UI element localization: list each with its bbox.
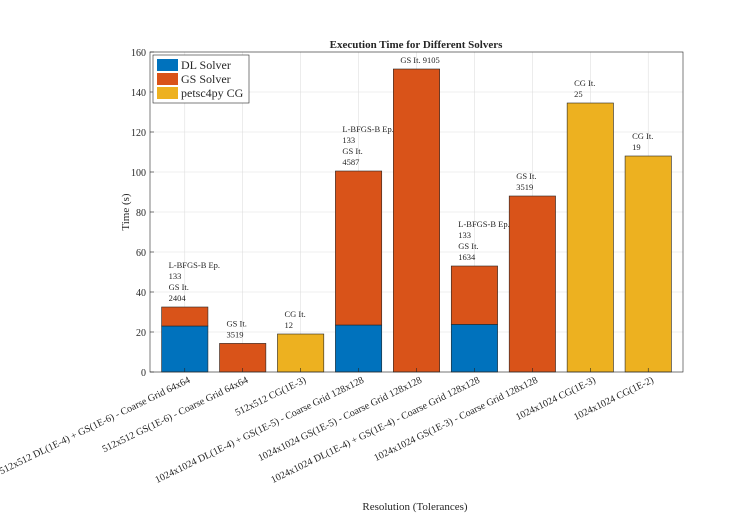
bar-annotation-line: 133: [458, 230, 471, 240]
y-tick-label: 160: [131, 48, 146, 59]
bar-series: [161, 68, 672, 373]
y-tick-label: 40: [136, 288, 146, 299]
y-tick-label: 100: [131, 168, 146, 179]
bar-annotation-line: 3519: [227, 329, 244, 339]
legend-label-dl-solver: DL Solver: [181, 58, 231, 72]
bar-annotation-line: 19: [632, 142, 641, 152]
legend-label-petsc4py-cg: petsc4py CG: [181, 86, 244, 100]
bar-annotation-line: 4587: [342, 157, 359, 167]
bar-annotation-line: GS It.: [342, 146, 362, 156]
bar-annotation-line: GS It.: [227, 318, 247, 328]
bar-annotation-line: 2404: [169, 293, 187, 303]
bar-annotation-line: GS It. 9105: [400, 55, 439, 65]
chart-title: Execution Time for Different Solvers: [330, 39, 503, 51]
bar-annotation-line: L-BFGS-B Ep.: [458, 219, 509, 229]
bar-petsc4py-cg: [566, 102, 614, 373]
legend[interactable]: DL Solver GS Solver petsc4py CG: [152, 54, 250, 104]
bar-gs-solver: [335, 170, 383, 326]
y-tick-label: 140: [131, 88, 146, 99]
y-tick-label: 120: [131, 128, 146, 139]
y-tick-label: 80: [136, 208, 146, 219]
legend-swatch-petsc4py-cg: [157, 87, 178, 99]
bar-annotation-line: L-BFGS-B Ep.: [169, 260, 220, 270]
bar-annotation-line: 12: [284, 320, 293, 330]
bar-annotation-line: L-BFGS-B Ep.: [342, 124, 393, 134]
bar-annotation-line: CG It.: [574, 78, 595, 88]
bar-annotation-line: CG It.: [284, 309, 305, 319]
y-tick-label: 60: [136, 248, 146, 259]
legend-swatch-dl-solver: [157, 59, 178, 71]
legend-swatch-gs-solver: [157, 73, 178, 85]
y-axis-label: Time (s): [120, 193, 132, 231]
bar-gs-solver: [508, 195, 556, 373]
legend-label-gs-solver: GS Solver: [181, 72, 231, 86]
y-tick-label: 20: [136, 328, 146, 339]
bar-dl-solver: [450, 324, 498, 373]
y-tick-label: 0: [141, 368, 146, 379]
bar-annotation-line: 25: [574, 89, 583, 99]
bar-petsc4py-cg: [277, 333, 325, 373]
bar-petsc4py-cg: [624, 155, 672, 373]
bar-gs-solver: [219, 343, 267, 373]
bar-annotation-line: 3519: [516, 182, 533, 192]
bar-dl-solver: [161, 325, 209, 373]
bar-annotation-line: GS It.: [169, 282, 189, 292]
bar-annotation-line: 133: [169, 271, 182, 281]
y-axis: 0 20 40 60 80 100 120 140 160: [131, 48, 154, 379]
bar-gs-solver: [393, 68, 440, 373]
bar-annotation-line: 133: [342, 135, 355, 145]
bar-gs-solver: [450, 265, 498, 325]
bar-annotation-line: GS It.: [458, 241, 478, 251]
x-axis-label: Resolution (Tolerances): [362, 501, 468, 513]
bar-annotation-line: 1634: [458, 252, 476, 262]
bar-dl-solver: [335, 324, 383, 373]
bar-gs-solver: [161, 306, 209, 327]
bar-annotation-line: CG It.: [632, 131, 653, 141]
axes-box: [149, 51, 684, 373]
bar-annotation-line: GS It.: [516, 171, 536, 181]
